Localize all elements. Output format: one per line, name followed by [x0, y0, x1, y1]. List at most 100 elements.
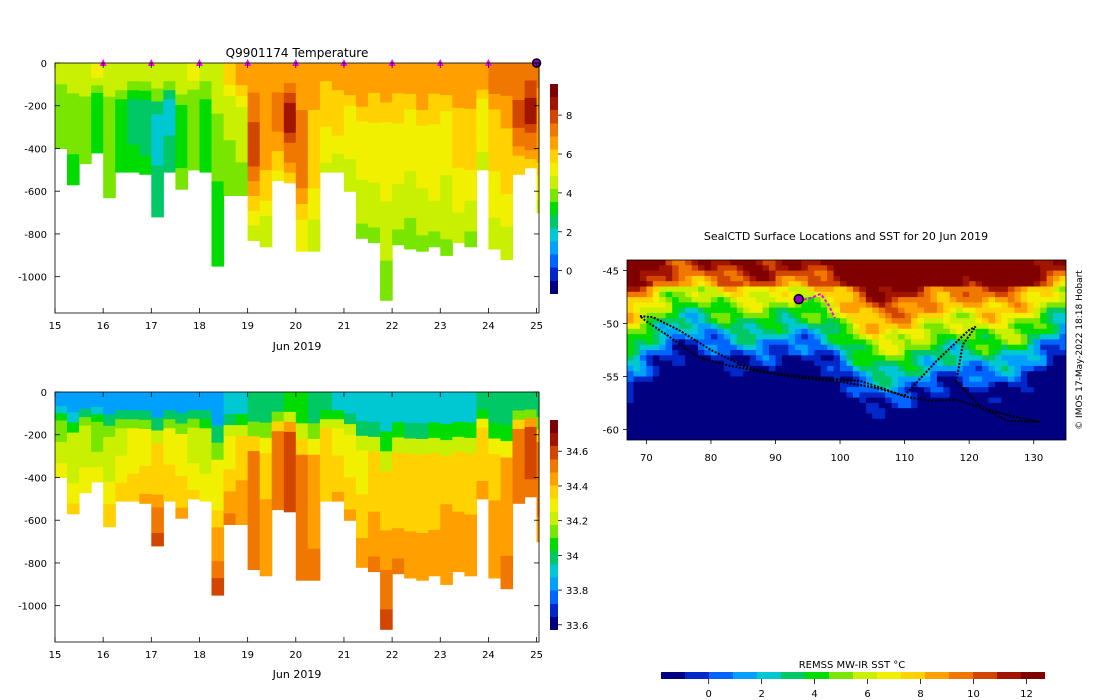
profile-cell: [392, 407, 405, 423]
sst-cell: [788, 413, 796, 420]
sst-cell: [807, 360, 815, 367]
sst-cell: [820, 312, 828, 319]
profile-cell: [235, 184, 249, 196]
sst-cell: [943, 418, 951, 425]
sst-cell: [652, 265, 660, 272]
sst-cell: [736, 286, 744, 293]
profile-cell: [175, 444, 188, 456]
sst-cell: [917, 265, 925, 272]
profile-cell: [211, 510, 225, 528]
profile-cell: [452, 451, 465, 468]
profile-cell: [103, 515, 116, 528]
sst-cell: [962, 434, 970, 440]
profile-cell: [488, 531, 501, 548]
profile-cell: [163, 437, 176, 448]
sst-cell: [911, 297, 919, 303]
sst-cell: [1001, 260, 1009, 266]
sst-cell: [639, 328, 647, 335]
sst-cell: [627, 365, 634, 372]
profile-cell: [247, 151, 261, 168]
sst-cell: [665, 344, 673, 351]
sst-cell: [1001, 402, 1009, 409]
profile-cell: [211, 215, 225, 233]
sst-cell: [885, 339, 893, 346]
sst-cell: [814, 402, 822, 409]
x-tick-label: 24: [482, 650, 495, 661]
sst-cell: [665, 402, 673, 409]
sst-cell: [807, 297, 815, 303]
sst-cell: [639, 260, 647, 266]
sst-cell: [885, 371, 893, 377]
sst-cell: [736, 392, 744, 399]
sst-cell: [1027, 302, 1035, 309]
sst-cell: [672, 297, 680, 303]
sst-cell: [743, 312, 751, 319]
sst-cell: [1046, 281, 1054, 287]
sst-cell: [807, 392, 815, 399]
profile-cell: [380, 451, 393, 472]
sst-cell: [1027, 402, 1035, 409]
profile-cell: [356, 450, 369, 466]
sst-cell: [995, 275, 1002, 282]
profile-cell: [67, 392, 80, 403]
sst-cell: [736, 307, 744, 314]
sst-cell: [678, 418, 686, 425]
sst-cell: [833, 323, 841, 330]
profile-cell: [380, 63, 393, 84]
sst-cell: [872, 339, 880, 346]
profile-cell: [524, 418, 538, 428]
sst-cell: [904, 355, 912, 362]
sst-cell: [865, 376, 873, 383]
profile-cell: [344, 63, 357, 75]
sst-cell: [949, 360, 957, 367]
sst-cell: [924, 418, 931, 425]
sst-cell: [1040, 434, 1048, 440]
sst-cell: [1007, 365, 1015, 372]
profile-cell: [295, 470, 309, 487]
sst-cell: [982, 387, 990, 393]
sst-cell: [904, 312, 912, 319]
sst-cell: [1014, 434, 1022, 440]
sst-cell: [988, 291, 996, 298]
sst-cell: [788, 297, 796, 303]
sst-cell: [911, 429, 919, 436]
sst-cell: [814, 392, 822, 399]
sst-cell: [756, 350, 764, 356]
sst-cell: [678, 297, 686, 303]
profile-cell: [476, 392, 489, 402]
sst-cell: [743, 387, 751, 393]
sst-cell: [840, 371, 847, 377]
sst-cell: [911, 312, 919, 319]
sst-cell: [878, 260, 886, 266]
sst-cell: [646, 344, 654, 351]
sst-cell: [639, 371, 647, 377]
sst-cell: [1040, 365, 1048, 372]
sst-cell: [678, 344, 686, 351]
sst-cell: [794, 350, 802, 356]
sst-cell: [975, 365, 983, 372]
sst-cell: [827, 344, 835, 351]
sst-cell: [769, 323, 776, 330]
sst-cell: [672, 350, 680, 356]
profile-cell: [283, 451, 297, 463]
profile-cell: [295, 454, 309, 471]
sst-cell: [749, 323, 757, 330]
sst-cell: [775, 424, 783, 430]
profile-cell: [115, 126, 128, 137]
profile-cell: [271, 141, 285, 152]
sst-cell: [949, 424, 957, 430]
profile-cell: [247, 63, 261, 79]
sst-cell: [781, 334, 789, 340]
sst-cell: [891, 270, 899, 277]
sst-cell: [1001, 297, 1009, 303]
sst-cell: [627, 350, 634, 356]
sst-cell: [1040, 339, 1048, 346]
sst-cell: [962, 350, 970, 356]
sst-cell: [962, 260, 970, 266]
sst-cell: [1033, 323, 1041, 330]
sst-cell: [1033, 371, 1041, 377]
sst-cell: [730, 281, 738, 287]
profile-cell: [223, 129, 237, 141]
sst-cell: [949, 376, 957, 383]
profile-cell: [512, 90, 526, 101]
